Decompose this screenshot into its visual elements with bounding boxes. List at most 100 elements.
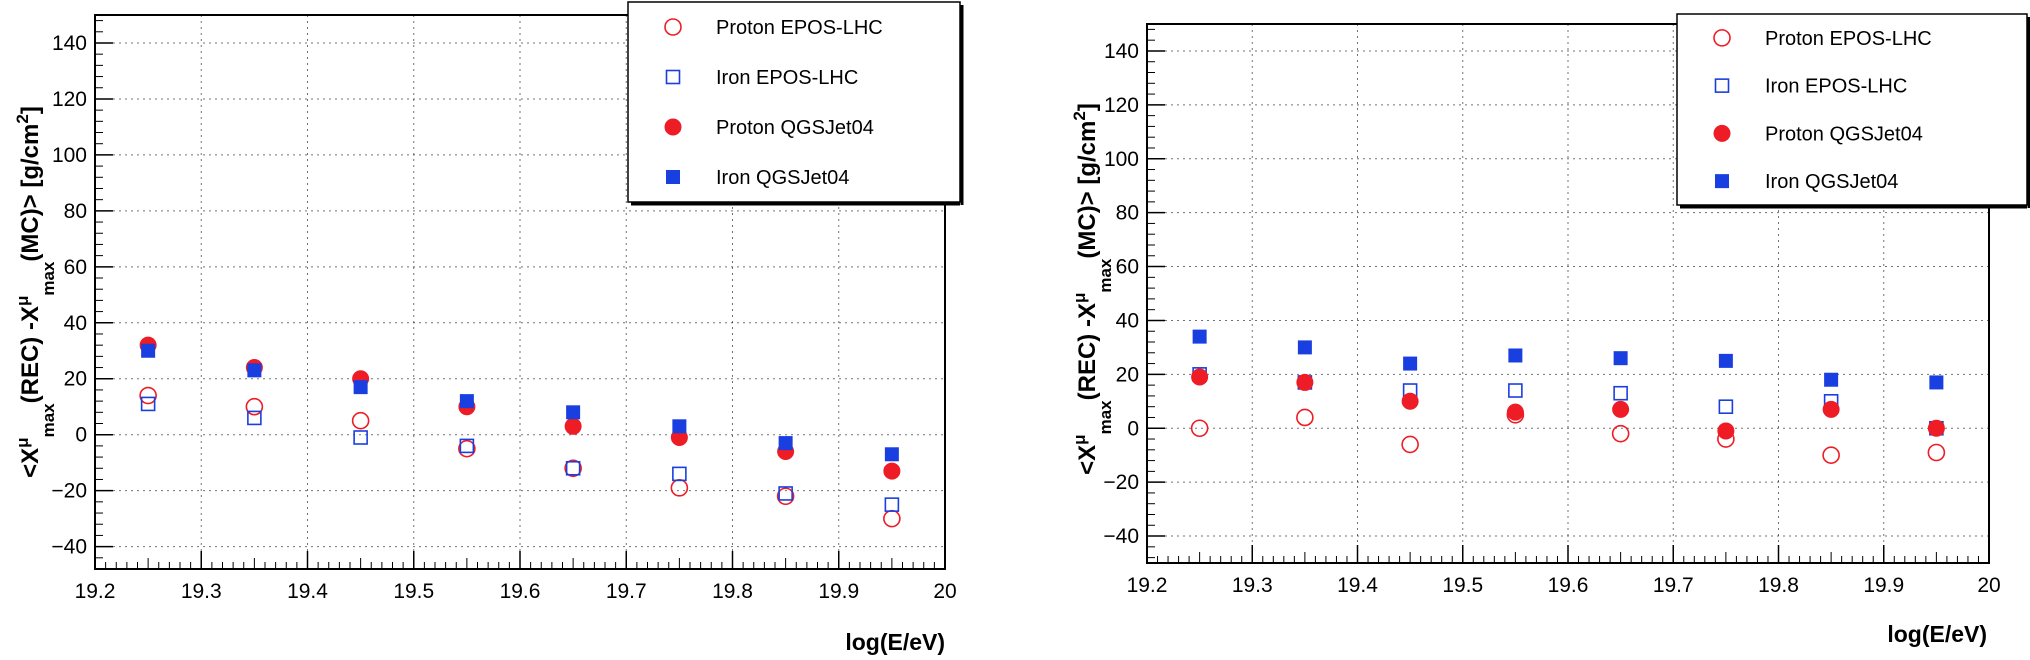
x-tick-label: 19.3: [181, 580, 222, 603]
data-point: [1927, 443, 1946, 462]
x-tick-label: 19.7: [606, 580, 647, 603]
x-tick-label: 19.4: [1337, 574, 1378, 597]
data-point: [1401, 392, 1419, 410]
data-point: [459, 394, 474, 409]
data-point: [1927, 419, 1945, 437]
data-point: [1506, 403, 1524, 421]
legend-label: Iron QGSJet04: [1765, 171, 1898, 193]
data-point: [140, 396, 156, 412]
y-axis-label-part: max: [1096, 258, 1115, 293]
legend: Proton EPOS-LHC Iron EPOS-LHC Proton QGSJe…: [627, 1, 964, 206]
y-tick-label: 140: [52, 32, 87, 55]
y-tick-label: 0: [1127, 417, 1139, 440]
x-tick-label: 19.8: [712, 580, 753, 603]
y-axis-label: <Xμmax(REC) -Xμmax(MC)> [g/cm2]: [13, 106, 58, 478]
legend-label: Proton QGSJet04: [1765, 123, 1923, 145]
y-tick-label: 100: [1104, 148, 1139, 171]
y-axis-label-part: (REC) -X: [17, 306, 44, 403]
legend-marker: [1713, 29, 1731, 47]
y-axis-label-part: μ: [13, 437, 32, 447]
data-point: [141, 343, 156, 358]
legend-label: Proton EPOS-LHC: [716, 17, 883, 39]
data-point: [565, 460, 581, 476]
x-tick-label: 19.9: [818, 580, 859, 603]
y-axis-label-part: μ: [1070, 293, 1089, 303]
x-tick-label: 19.2: [1127, 574, 1168, 597]
y-axis-label-part: 2: [1070, 111, 1089, 120]
data-point: [564, 459, 582, 478]
data-point: [1403, 356, 1418, 371]
data-point: [1612, 400, 1630, 418]
legend: Proton EPOS-LHC Iron EPOS-LHC Proton QGSJe…: [1676, 13, 2030, 209]
data-point: [672, 466, 687, 482]
y-tick-label: 40: [64, 312, 87, 335]
legend-marker: [1715, 174, 1729, 189]
x-tick-label: 19.7: [1653, 574, 1694, 597]
data-point: [1718, 399, 1734, 414]
data-point: [883, 509, 901, 528]
data-point: [1929, 375, 1944, 390]
legend-label: Iron EPOS-LHC: [1765, 76, 1907, 98]
data-point: [247, 410, 262, 426]
x-tick-label: 19.3: [1232, 574, 1273, 597]
x-tick-label: 19.5: [393, 580, 434, 603]
y-axis-label-part: <X: [17, 448, 44, 478]
y-axis-label-part: <X: [1074, 445, 1101, 475]
data-point: [1192, 329, 1207, 344]
y-axis-label-part: (REC) -X: [1074, 303, 1101, 400]
data-point: [566, 405, 581, 420]
data-point: [1508, 348, 1523, 363]
series-iron-qgsjet04: [1192, 329, 1944, 390]
data-point: [1296, 373, 1314, 391]
y-tick-label: 100: [52, 144, 87, 167]
data-point: [670, 479, 689, 497]
data-point: [1401, 435, 1419, 454]
chart-right: 19.2 19.3 19.4 19.5 19.6 19.7 19.8 19.9 20−40−20…: [1070, 13, 2030, 647]
y-tick-label: 120: [52, 88, 87, 111]
data-point: [247, 363, 262, 378]
y-axis-label-part: μ: [1070, 434, 1089, 444]
data-point: [672, 419, 687, 434]
series-iron-epos-lhc: [140, 396, 900, 512]
data-point: [458, 439, 476, 458]
x-tick-label: 19.9: [1863, 574, 1904, 597]
y-tick-label: 80: [1116, 202, 1139, 225]
y-axis-label-part: ]: [17, 106, 44, 114]
y-axis-label-part: max: [39, 403, 58, 438]
y-tick-label: −20: [1103, 471, 1139, 494]
y-tick-label: −20: [51, 480, 87, 503]
data-point: [1296, 408, 1314, 427]
data-point: [884, 447, 899, 462]
y-axis-label-part: 2: [13, 114, 32, 123]
data-point: [1824, 372, 1839, 387]
y-axis-label-part: ]: [1074, 103, 1101, 111]
x-tick-label: 19.8: [1758, 574, 1799, 597]
data-point: [459, 438, 475, 454]
x-tick-label: 19.5: [1442, 574, 1483, 597]
x-tick-label: 19.2: [75, 580, 116, 603]
data-point: [778, 486, 793, 501]
data-point: [884, 497, 900, 512]
data-point: [1822, 400, 1840, 418]
data-point: [564, 417, 582, 435]
x-tick-label: 20: [933, 580, 956, 603]
data-point: [139, 386, 157, 405]
data-point: [1613, 385, 1628, 401]
legend-marker: [1714, 78, 1730, 93]
y-axis-label-part: μ: [13, 296, 32, 306]
y-axis-label-part: max: [39, 261, 58, 296]
data-point: [1717, 422, 1735, 440]
data-point: [353, 380, 368, 395]
y-axis-label: <Xμmax(REC) -Xμmax(MC)> [g/cm2]: [1070, 103, 1115, 475]
legend-label: Iron QGSJet04: [716, 167, 849, 189]
y-axis-label-part: (MC)> [g/cm: [17, 124, 44, 262]
data-point: [776, 487, 795, 506]
x-axis-label: log(E/eV): [1887, 621, 1987, 647]
series-iron-qgsjet04: [141, 343, 899, 462]
data-point: [351, 411, 370, 430]
legend-box: [1676, 13, 2028, 206]
data-point: [245, 397, 264, 416]
data-point: [1822, 446, 1840, 465]
legend-label: Proton EPOS-LHC: [1765, 28, 1932, 50]
legend-marker: [665, 69, 681, 85]
